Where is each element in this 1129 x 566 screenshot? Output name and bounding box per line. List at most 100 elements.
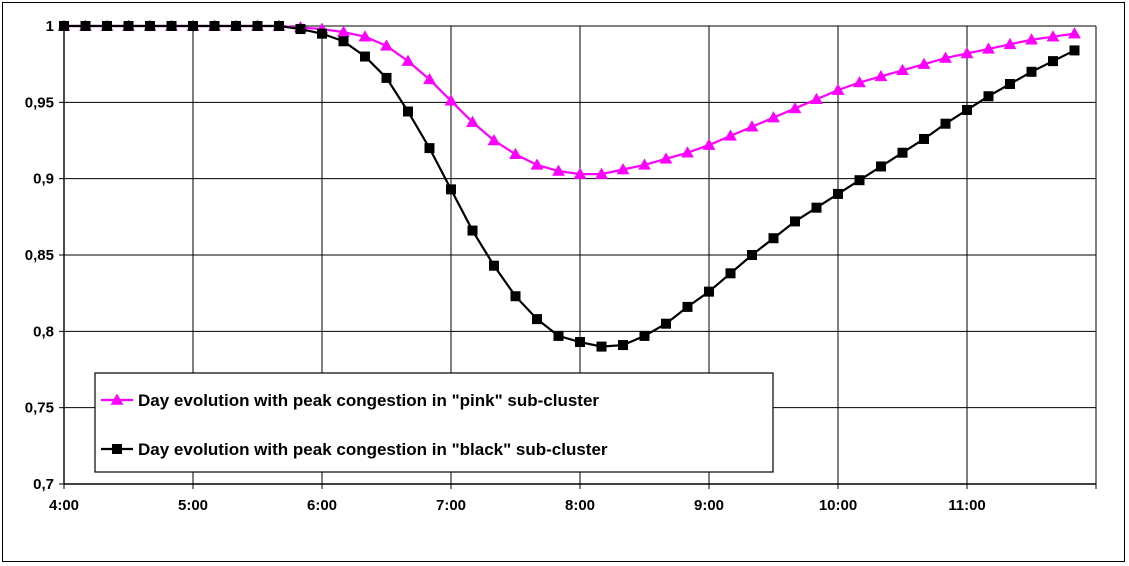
data-point xyxy=(616,163,630,175)
data-point xyxy=(917,57,931,69)
data-point xyxy=(659,152,673,164)
data-point xyxy=(960,46,974,59)
legend-swatch-marker xyxy=(110,393,124,405)
data-point xyxy=(487,133,501,146)
data-point xyxy=(466,115,479,127)
data-point xyxy=(788,101,802,114)
y-tick-label: 0,95 xyxy=(25,94,54,111)
legend-entry: Day evolution with peak congestion in "p… xyxy=(101,391,599,410)
legend: Day evolution with peak congestion in "p… xyxy=(94,372,774,473)
data-point xyxy=(575,337,585,348)
data-point xyxy=(467,225,478,236)
x-tick-label: 8:00 xyxy=(565,497,595,514)
data-point xyxy=(145,21,156,31)
data-point xyxy=(510,291,521,302)
data-point xyxy=(897,147,908,158)
data-point xyxy=(617,340,628,351)
x-tick-labels: 4:00 5:00 6:00 7:00 8:00 9:00 10:00 11:00 xyxy=(49,497,986,514)
y-tick-label: 1 xyxy=(46,18,54,35)
data-point xyxy=(573,167,587,179)
data-point xyxy=(359,51,370,62)
data-point xyxy=(854,175,865,186)
data-point xyxy=(745,120,759,132)
data-point xyxy=(552,164,565,176)
data-point xyxy=(768,233,779,244)
data-point xyxy=(488,260,499,271)
data-point xyxy=(638,158,651,170)
data-point xyxy=(919,133,930,144)
data-point xyxy=(274,21,285,31)
legend-swatch-marker xyxy=(112,444,122,454)
data-point xyxy=(1048,56,1059,67)
data-point xyxy=(939,51,952,63)
data-point xyxy=(702,138,716,150)
data-point xyxy=(1069,45,1080,56)
legend-label: Day evolution with peak congestion in "b… xyxy=(138,440,608,459)
data-point xyxy=(553,330,564,341)
y-tick-label: 0,8 xyxy=(33,323,54,340)
data-point xyxy=(661,318,672,329)
data-point xyxy=(831,83,845,95)
data-point xyxy=(403,106,414,117)
data-point xyxy=(682,301,693,312)
data-point xyxy=(209,21,220,31)
data-point xyxy=(982,42,995,54)
data-point xyxy=(596,341,607,352)
data-point xyxy=(853,75,866,88)
data-point xyxy=(446,184,456,195)
data-point xyxy=(101,21,112,31)
data-point xyxy=(1004,79,1015,90)
data-point xyxy=(188,21,198,31)
data-point xyxy=(724,129,737,141)
data-point xyxy=(338,36,349,47)
data-point xyxy=(295,24,306,35)
data-point xyxy=(532,314,543,325)
y-tick-label: 0,9 xyxy=(33,171,54,188)
data-point xyxy=(595,167,608,179)
data-point xyxy=(424,143,435,154)
data-point xyxy=(639,330,650,341)
series-square xyxy=(59,21,1080,352)
data-point xyxy=(811,202,822,213)
data-point xyxy=(230,21,241,31)
legend-label: Day evolution with peak congestion in "p… xyxy=(138,391,599,410)
data-point xyxy=(80,21,91,31)
x-tick-label: 11:00 xyxy=(948,497,986,514)
data-point xyxy=(875,161,886,172)
data-point xyxy=(767,111,780,123)
data-point xyxy=(1068,27,1081,39)
y-tick-labels: 0,7 0,75 0,8 0,85 0,9 0,95 1 xyxy=(25,18,54,493)
data-point xyxy=(509,147,522,159)
data-point xyxy=(252,21,263,31)
legend-box xyxy=(94,372,774,473)
data-point xyxy=(1003,37,1017,50)
data-point xyxy=(704,286,714,297)
data-point xyxy=(1025,33,1038,45)
data-point xyxy=(166,21,177,31)
data-point xyxy=(358,30,372,42)
x-tick-label: 6:00 xyxy=(307,497,337,514)
data-point xyxy=(423,72,436,85)
data-point xyxy=(444,94,458,106)
x-tick-label: 5:00 xyxy=(178,497,208,514)
data-point xyxy=(810,92,823,105)
data-point xyxy=(790,216,801,227)
y-tick-label: 0,7 xyxy=(33,476,54,493)
x-tick-label: 7:00 xyxy=(436,497,466,514)
x-tick-label: 9:00 xyxy=(694,497,724,514)
data-point xyxy=(746,250,757,260)
data-point xyxy=(381,72,392,83)
data-point xyxy=(123,21,134,31)
data-point xyxy=(59,21,69,31)
data-point xyxy=(833,188,843,199)
x-tick-label: 4:00 xyxy=(49,497,79,514)
y-tick-label: 0,85 xyxy=(25,247,54,264)
legend-entry: Day evolution with peak congestion in "b… xyxy=(101,440,608,459)
data-point xyxy=(983,91,994,102)
data-point xyxy=(940,118,951,129)
y-tick-label: 0,75 xyxy=(25,400,54,417)
data-point xyxy=(681,146,694,158)
data-point xyxy=(725,268,736,279)
data-point xyxy=(1026,66,1037,77)
